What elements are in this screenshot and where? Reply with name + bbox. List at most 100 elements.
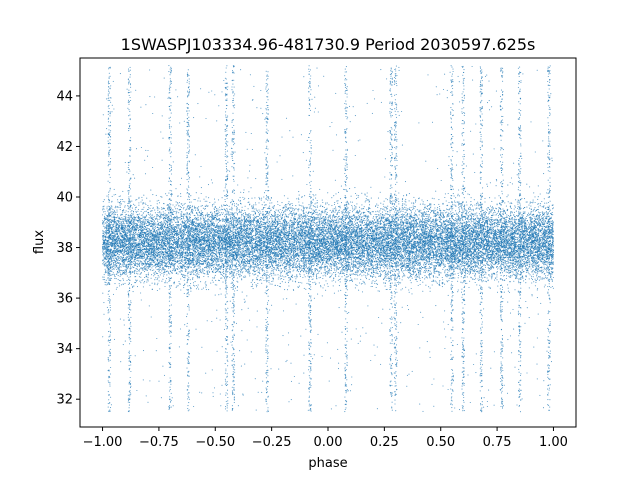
data-point xyxy=(430,204,432,206)
data-point xyxy=(290,217,292,219)
data-point xyxy=(360,208,362,210)
data-point xyxy=(182,261,184,263)
data-point xyxy=(455,213,457,215)
data-point xyxy=(504,221,506,223)
data-point xyxy=(293,269,295,271)
data-point xyxy=(245,270,247,272)
data-point xyxy=(316,199,318,202)
data-point xyxy=(196,250,199,252)
data-point xyxy=(247,242,249,244)
data-point xyxy=(159,214,161,216)
data-point xyxy=(520,277,522,279)
data-point xyxy=(199,267,201,269)
data-point xyxy=(102,220,104,222)
data-point xyxy=(257,264,259,266)
data-point xyxy=(231,206,233,208)
data-point xyxy=(128,235,130,237)
data-point xyxy=(436,256,438,258)
data-point xyxy=(105,257,107,259)
data-point xyxy=(185,213,187,215)
data-point xyxy=(525,268,527,270)
data-point xyxy=(433,258,435,260)
data-point xyxy=(215,208,218,210)
data-point xyxy=(234,265,236,268)
data-point xyxy=(438,203,440,205)
data-point xyxy=(354,154,356,157)
data-point xyxy=(305,270,307,272)
data-point xyxy=(326,208,328,210)
data-point xyxy=(171,269,173,271)
data-point xyxy=(158,260,160,262)
data-point xyxy=(146,259,148,261)
data-point xyxy=(397,331,399,333)
data-point xyxy=(265,234,267,236)
data-point xyxy=(403,274,405,276)
data-point xyxy=(525,282,527,284)
data-point xyxy=(249,245,251,247)
data-point xyxy=(346,207,348,209)
data-point xyxy=(118,235,120,237)
data-point xyxy=(392,237,394,239)
data-point xyxy=(261,204,263,206)
data-point xyxy=(355,265,357,267)
data-point xyxy=(246,253,249,255)
data-point xyxy=(491,223,494,225)
data-point xyxy=(306,245,308,248)
data-point xyxy=(211,212,213,214)
data-point xyxy=(188,254,190,256)
data-point xyxy=(447,262,449,264)
data-point xyxy=(509,335,512,337)
data-point xyxy=(354,207,356,209)
data-point xyxy=(334,202,336,204)
data-point xyxy=(265,259,267,261)
data-point xyxy=(507,215,509,217)
data-point xyxy=(364,237,366,239)
data-point xyxy=(467,231,470,233)
data-point xyxy=(240,69,242,71)
data-point xyxy=(160,196,162,198)
data-point xyxy=(264,258,266,260)
data-point xyxy=(419,252,421,254)
data-point xyxy=(458,207,460,209)
data-point xyxy=(419,203,421,205)
data-point xyxy=(254,211,256,213)
data-point xyxy=(361,222,363,225)
data-point xyxy=(406,193,408,196)
data-point xyxy=(236,262,238,264)
data-point xyxy=(178,240,180,242)
data-point xyxy=(419,256,421,258)
data-point xyxy=(302,276,304,279)
data-point xyxy=(178,266,180,268)
data-point xyxy=(437,263,439,266)
data-point xyxy=(274,223,276,225)
data-point xyxy=(180,177,183,179)
data-point xyxy=(497,259,499,261)
data-point xyxy=(179,268,181,270)
data-point xyxy=(261,225,263,227)
data-point xyxy=(253,208,255,210)
data-point xyxy=(408,291,410,293)
data-point xyxy=(338,209,341,211)
data-point xyxy=(145,149,147,151)
data-point xyxy=(380,270,382,272)
data-point xyxy=(398,214,400,216)
data-point xyxy=(241,206,243,208)
data-point xyxy=(145,274,147,276)
data-point xyxy=(436,257,438,259)
data-point xyxy=(486,253,488,255)
data-point xyxy=(375,216,377,218)
data-point xyxy=(134,248,136,250)
data-point xyxy=(352,244,354,246)
data-point xyxy=(521,229,523,231)
data-point xyxy=(317,215,319,217)
data-point xyxy=(513,280,515,282)
data-point xyxy=(337,200,339,202)
data-point xyxy=(161,272,163,274)
data-point xyxy=(297,208,299,210)
data-point xyxy=(211,247,213,249)
data-point xyxy=(343,263,345,265)
data-point xyxy=(327,218,329,220)
data-point xyxy=(198,250,200,252)
data-point xyxy=(277,219,279,221)
data-point xyxy=(255,261,257,263)
